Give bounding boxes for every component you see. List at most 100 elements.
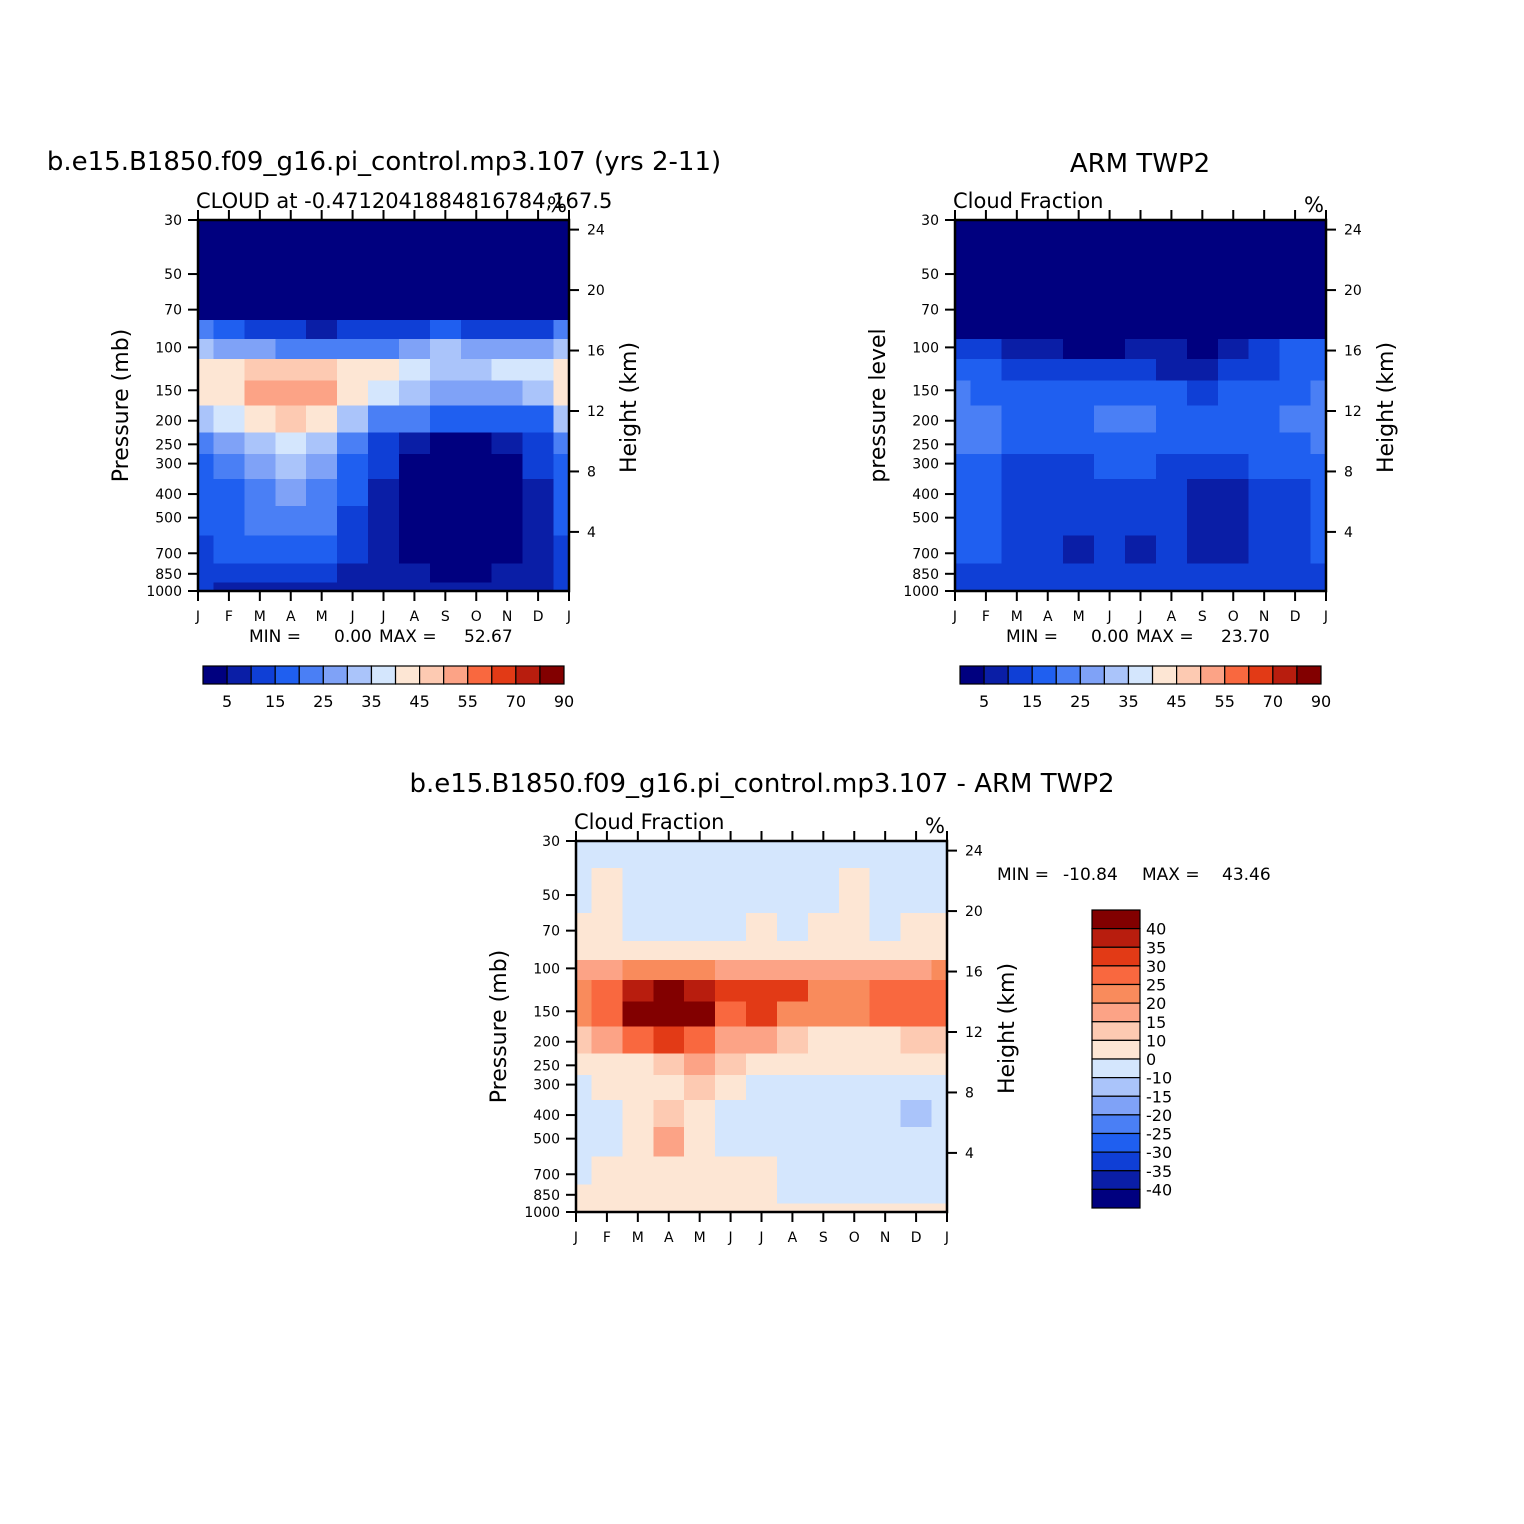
heatmap-cell (746, 940, 778, 961)
heatmap-cell (275, 535, 307, 565)
heatmap-cell (684, 1184, 716, 1205)
heatmap-cell (1248, 535, 1281, 565)
heatmap-cell (337, 505, 369, 537)
heatmap-cell (213, 453, 245, 480)
x-tick-label: J (758, 1230, 763, 1246)
colorbar-box (1091, 1039, 1141, 1060)
heatmap-cell (553, 319, 570, 340)
heatmap-cell (275, 405, 307, 434)
heatmap-cell (807, 959, 840, 981)
heatmap-cell (1217, 505, 1250, 537)
heatmap-cell (1279, 535, 1312, 565)
heatmap-cell (869, 1126, 902, 1158)
heatmap-cell (900, 1026, 933, 1055)
heatmap-cell (337, 247, 369, 293)
colorbar-box (539, 665, 565, 685)
heatmap-cell (1032, 291, 1064, 321)
heatmap-cell (306, 220, 338, 248)
y-tick-label: 1000 (146, 584, 182, 600)
colorbar-label: 30 (1146, 957, 1166, 976)
heatmap-cell (838, 1126, 871, 1158)
y-tick-label: 50 (921, 267, 939, 283)
heatmap-cell (900, 868, 933, 914)
colorbar-label: 5 (979, 692, 989, 711)
heatmap-cell (776, 1074, 809, 1101)
heatmap-cell (776, 1099, 809, 1128)
heatmap-cell (213, 220, 245, 248)
heatmap-cell (522, 505, 555, 537)
colorbar-box (1175, 665, 1202, 685)
heatmap-cell (653, 912, 685, 942)
heatmap-cell (1063, 432, 1095, 455)
y2-tick-label: 20 (587, 283, 605, 299)
heatmap-cell (684, 841, 716, 869)
heatmap-cell (1186, 535, 1219, 565)
heatmap-cell (931, 1156, 948, 1186)
colorbar (202, 665, 565, 685)
heatmap-cell (684, 1203, 716, 1213)
heatmap-cell (1032, 247, 1064, 293)
colorbar-box (1091, 1021, 1141, 1041)
heatmap-cell (746, 1126, 778, 1158)
heatmap-cell (746, 1074, 778, 1101)
heatmap-cell (491, 338, 524, 360)
heatmap-cell (776, 1184, 809, 1205)
heatmap-cell (591, 980, 623, 1003)
heatmap-cell (368, 505, 400, 537)
heatmap-cell (244, 359, 276, 382)
heatmap-cell (715, 1203, 747, 1213)
x-tick-label: S (441, 609, 450, 625)
colorbar-box (1007, 665, 1033, 685)
x-tick-label: D (1290, 609, 1301, 625)
heatmap-cell (244, 535, 276, 565)
heatmap-cell (900, 1203, 933, 1213)
heatmap-cell (1217, 380, 1250, 407)
heatmap-cell (522, 432, 555, 455)
colorbar-box (1091, 983, 1141, 1004)
heatmap-cell (1032, 535, 1064, 565)
heatmap-cell (622, 841, 654, 869)
y-tick-label: 250 (533, 1058, 560, 1074)
heatmap-cell (398, 563, 431, 584)
colorbar-box (1091, 1002, 1141, 1023)
heatmap-cell (1094, 453, 1126, 480)
heatmap-cell (1186, 405, 1219, 434)
heatmap-cell (429, 582, 462, 592)
heatmap-cell (838, 980, 871, 1003)
heatmap-cell (653, 940, 685, 961)
heatmap-cell (576, 959, 593, 981)
heatmap-cell (398, 319, 431, 340)
heatmap-cell (1155, 338, 1188, 360)
heatmap-cell (1063, 535, 1095, 565)
stat-max-label: MAX = (1136, 627, 1194, 647)
colorbar-box (346, 665, 373, 685)
heatmap-cell (576, 980, 593, 1003)
heatmap-cell (653, 841, 685, 869)
heatmap-cell (622, 1001, 654, 1028)
heatmap-cell (622, 1184, 654, 1205)
heatmap-cell (869, 912, 902, 942)
y2-tick-label: 12 (587, 404, 605, 420)
heatmap-cell (622, 940, 654, 961)
heatmap-cell (931, 1203, 948, 1213)
heatmap-cell (931, 1099, 948, 1128)
heatmap-cell (591, 868, 623, 914)
heatmap-cell (838, 1001, 871, 1028)
heatmap-cell (838, 868, 871, 914)
heatmap-cell (746, 959, 778, 981)
heatmap-cell (807, 980, 840, 1003)
heatmap-cell (198, 582, 215, 592)
colorbar (959, 665, 1322, 685)
heatmap-cell (776, 1053, 809, 1076)
heatmap-cell (900, 940, 933, 961)
heatmap-cell (1279, 453, 1312, 480)
x-tick-label: J (944, 1230, 949, 1246)
heatmap-cell (622, 1053, 654, 1076)
heatmap-cell (1063, 405, 1095, 434)
y-tick-label: 300 (912, 457, 939, 473)
subtitle-right: % (925, 814, 945, 838)
heatmap-cell (807, 912, 840, 942)
heatmap-cell (1217, 453, 1250, 480)
heatmap-cell (1125, 478, 1157, 507)
heatmap-cell (776, 1001, 809, 1028)
